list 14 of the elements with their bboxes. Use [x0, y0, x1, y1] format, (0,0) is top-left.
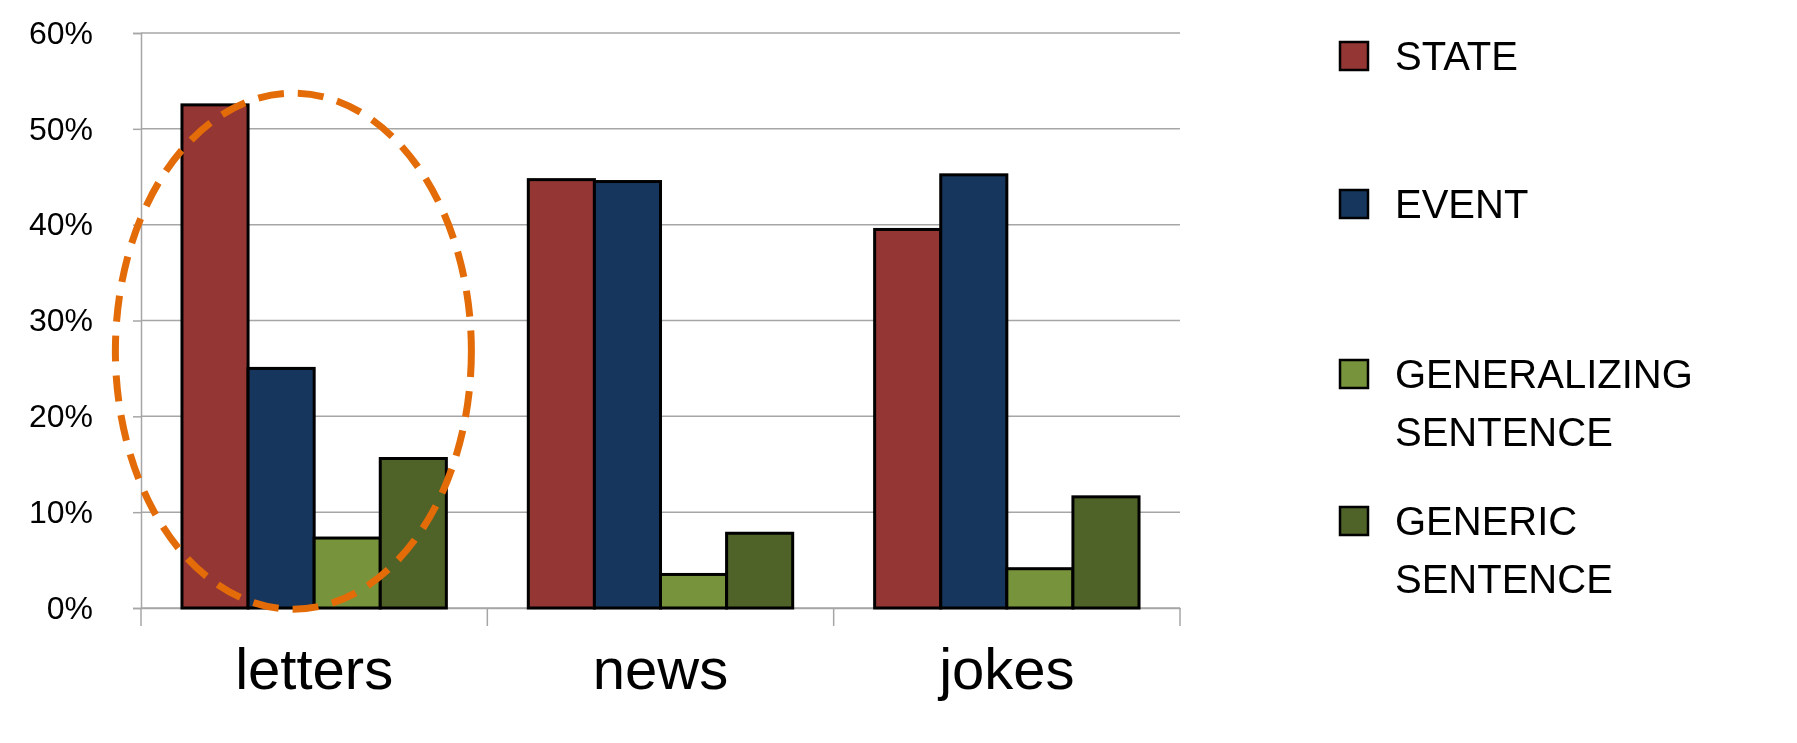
legend-label: EVENT [1395, 182, 1529, 226]
x-tick-label: news [592, 636, 729, 702]
y-tick-label: 20% [28, 398, 93, 435]
y-tick-label: 10% [28, 493, 93, 530]
legend-label: STATE [1395, 34, 1518, 78]
legend-label: GENERIC SENTENCE [1395, 499, 1613, 601]
y-tick-label: 30% [28, 302, 93, 339]
y-tick-label: 0% [46, 589, 93, 626]
y-tick-label: 50% [28, 110, 93, 147]
legend-label: GENERALIZING SENTENCE [1395, 352, 1693, 454]
x-tick-label: jokes [937, 636, 1075, 702]
y-tick-label: 60% [28, 14, 93, 51]
x-tick-label: letters [235, 636, 394, 702]
y-tick-label: 40% [28, 206, 93, 243]
